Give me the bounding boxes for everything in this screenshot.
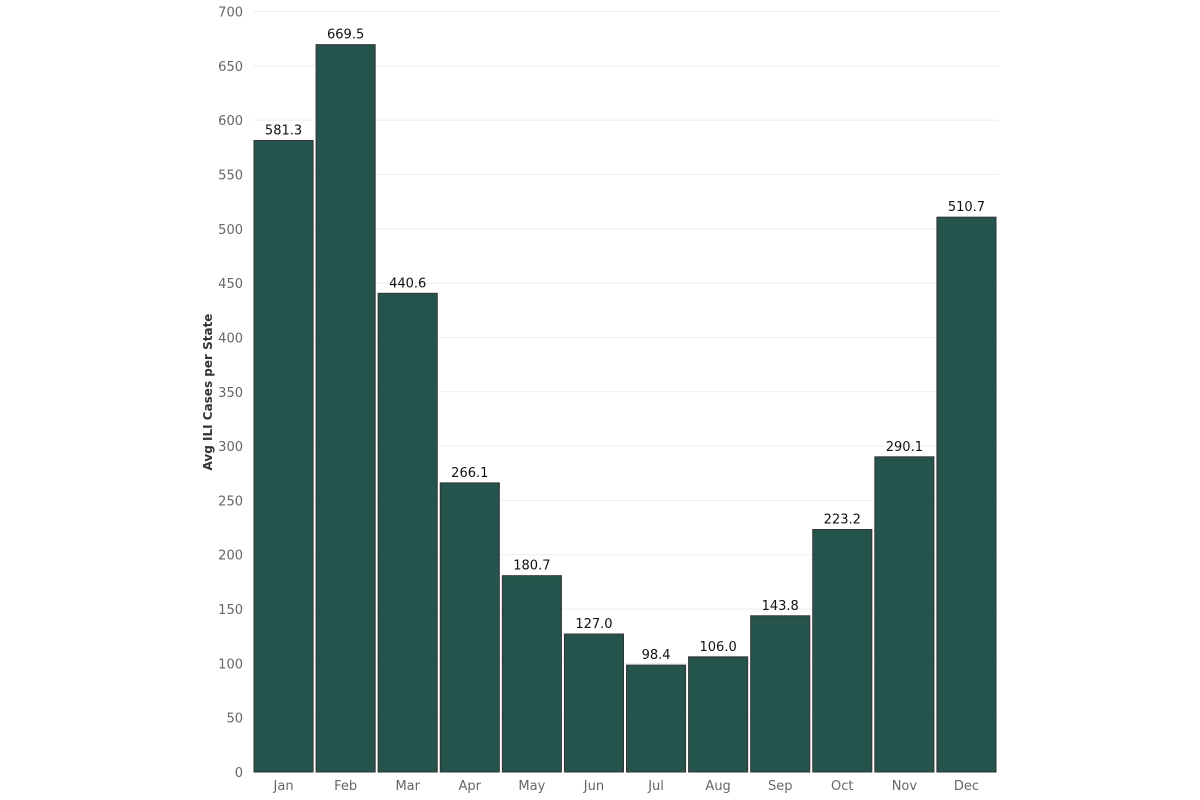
y-tick-label: 650 (218, 60, 243, 75)
y-tick-label: 350 (218, 386, 243, 401)
y-tick-label: 150 (218, 603, 243, 618)
y-tick-label: 200 (218, 549, 243, 564)
y-tick-label: 700 (218, 6, 243, 21)
bar (936, 216, 997, 773)
x-tick-label: Aug (705, 779, 730, 794)
gridlines (253, 11, 998, 719)
bar (874, 456, 935, 773)
bar (315, 44, 376, 773)
data-label: 581.3 (265, 123, 302, 138)
x-tick-label: May (518, 779, 545, 794)
x-tick-label: Feb (334, 779, 357, 794)
bar (377, 292, 438, 773)
data-label: 127.0 (575, 617, 612, 632)
y-tick-label: 250 (218, 494, 243, 509)
x-tick-label: Apr (459, 779, 482, 794)
data-label: 266.1 (451, 466, 488, 481)
x-tick-label: Jun (583, 779, 604, 794)
x-tick-label: Oct (831, 779, 853, 794)
y-axis-ticks: 0 50 100 150 200 250 300 350 400 450 500 550 600 650 7… (218, 6, 243, 782)
bar (688, 656, 749, 773)
x-tick-label: Nov (892, 779, 918, 794)
bars (253, 44, 997, 773)
bar (626, 664, 687, 773)
bar (563, 633, 625, 773)
data-label: 510.7 (948, 200, 985, 215)
bar (501, 575, 562, 773)
y-tick-label: 550 (218, 168, 243, 183)
data-label: 143.8 (762, 599, 799, 614)
y-tick-label: 450 (218, 277, 243, 292)
data-labels: 581.3 669.5 440.6 266.1 180.7 127.0 98.4 106.0 1… (265, 28, 985, 663)
y-tick-label: 50 (226, 712, 243, 727)
y-tick-label: 600 (218, 114, 243, 129)
data-label: 106.0 (700, 640, 737, 655)
y-tick-label: 0 (235, 766, 243, 781)
x-tick-label: Dec (954, 779, 979, 794)
data-label: 290.1 (886, 440, 923, 455)
data-label: 180.7 (513, 559, 550, 574)
x-tick-label: Sep (768, 779, 793, 794)
y-tick-label: 300 (218, 440, 243, 455)
data-label: 98.4 (642, 648, 671, 663)
data-label: 440.6 (389, 276, 426, 291)
x-tick-label: Jul (647, 779, 664, 794)
x-axis-ticks: Jan Feb Mar Apr May Jun Jul Aug Sep Oct Nov Dec (273, 779, 980, 794)
data-label: 669.5 (327, 28, 364, 43)
y-tick-label: 500 (218, 223, 243, 238)
x-tick-label: Jan (273, 779, 294, 794)
bar (750, 615, 811, 773)
bar (812, 529, 873, 773)
bar (439, 482, 500, 773)
x-tick-label: Mar (395, 779, 420, 794)
y-axis-label: Avg ILI Cases per State (201, 314, 215, 471)
y-tick-label: 100 (218, 657, 243, 672)
data-label: 223.2 (824, 513, 861, 528)
y-tick-label: 400 (218, 331, 243, 346)
bar (253, 139, 314, 773)
